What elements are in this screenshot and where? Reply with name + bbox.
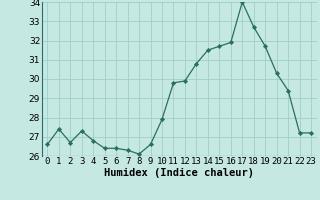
X-axis label: Humidex (Indice chaleur): Humidex (Indice chaleur) — [104, 168, 254, 178]
